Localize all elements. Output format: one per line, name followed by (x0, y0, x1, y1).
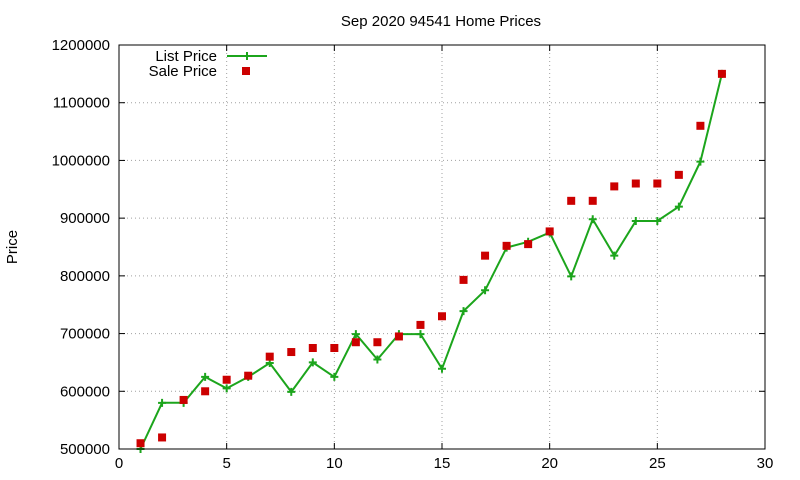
sale-price-point (179, 395, 188, 404)
list-price-point (674, 202, 683, 211)
list-price-point (588, 215, 597, 224)
sale-price-point (222, 375, 231, 384)
sale-price-point (631, 179, 640, 188)
list-price-line (139, 73, 723, 450)
y-axis-label: Price (4, 230, 21, 264)
y-tick-label: 500000 (60, 441, 110, 458)
sale-price-point (696, 121, 705, 130)
y-tick-label: 1000000 (52, 152, 110, 169)
sale-price-point (459, 275, 468, 284)
sale-price-point (373, 338, 382, 347)
list-price-point (351, 330, 360, 339)
sale-price-point (524, 240, 533, 249)
y-tick-label: 1100000 (53, 95, 110, 112)
series (136, 69, 726, 453)
sale-price-point (330, 344, 339, 352)
list-price-point (438, 364, 446, 373)
sale-price-point (588, 196, 597, 205)
list-price-point (158, 398, 167, 407)
x-tick-label: 20 (541, 455, 558, 472)
list-price-point (481, 286, 490, 295)
x-tick-label: 15 (434, 455, 451, 472)
list-price-point (567, 272, 576, 281)
x-tick-label: 25 (649, 455, 666, 472)
list-price-point (201, 372, 210, 381)
list-price-point (222, 384, 231, 393)
x-tick-label: 0 (115, 455, 123, 472)
list-price-point (696, 157, 705, 166)
sale-price-point (653, 179, 662, 188)
sale-price-point (287, 348, 296, 357)
sale-price-point (244, 371, 253, 380)
list-price-point (416, 330, 425, 339)
sale-price-point (567, 196, 576, 205)
list-price-point (330, 372, 339, 381)
list-price-point (287, 387, 296, 396)
list-price-point (631, 217, 640, 226)
x-tick-label: 30 (757, 455, 774, 472)
plot-frame (118, 44, 766, 450)
sale-price-point (438, 312, 446, 321)
sale-price-point (481, 251, 490, 260)
y-tick-label: 700000 (60, 326, 110, 343)
y-tick-label: 900000 (60, 210, 110, 227)
list-price-point (373, 355, 382, 364)
list-price-point (653, 217, 662, 226)
sale-price-point (158, 433, 167, 442)
sale-price-point (502, 241, 511, 250)
legend-label-sale-price: Sale Price (149, 63, 217, 80)
sale-price-point (416, 320, 425, 329)
sale-price-point (610, 182, 619, 191)
list-price-point (308, 358, 317, 367)
list-price-point (459, 307, 468, 316)
chart-title: Sep 2020 94541 Home Prices (341, 13, 541, 30)
sale-price-point (265, 352, 274, 361)
sale-price-point (545, 227, 554, 236)
sale-price-point (394, 332, 403, 341)
sale-price-point (308, 344, 317, 352)
x-tick-label: 10 (326, 455, 343, 472)
sale-price-point (717, 69, 726, 78)
sale-price-point (351, 338, 360, 347)
y-tick-label: 1200000 (52, 37, 110, 54)
legend-marker-sale-price (242, 67, 250, 75)
list-price-point (610, 251, 619, 260)
legend-marker-list-price (243, 52, 251, 60)
y-tick-label: 600000 (60, 383, 110, 400)
grid (119, 45, 765, 449)
legend-label-list-price: List Price (155, 48, 217, 65)
sale-price-point (136, 439, 145, 448)
y-tick-label: 800000 (60, 268, 110, 285)
tick-labels: 0 5 10 15 20 25 30 500000 600000 700000 800000 9000… (52, 37, 774, 472)
sale-price-point (201, 387, 210, 396)
sale-price-point (674, 170, 683, 179)
x-tick-label: 5 (222, 455, 230, 472)
